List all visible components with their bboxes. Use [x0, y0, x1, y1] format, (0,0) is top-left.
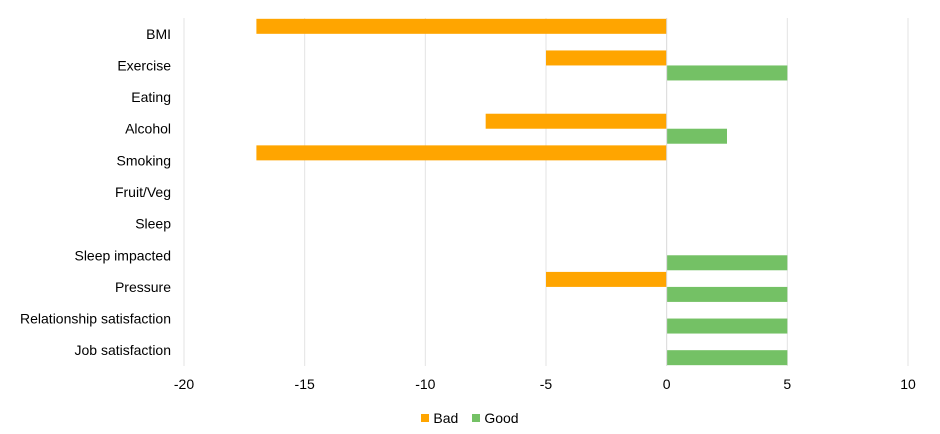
x-tick-label: 0 [663, 376, 671, 392]
category-label: BMI [146, 26, 171, 42]
category-label: Sleep [135, 216, 171, 232]
category-label: Pressure [115, 279, 171, 295]
category-label: Relationship satisfaction [20, 311, 171, 327]
bar-good-exercise [666, 65, 788, 81]
category-label: Fruit/Veg [115, 184, 171, 200]
category-label: Exercise [117, 57, 171, 73]
x-tick-label: -10 [415, 376, 435, 392]
category-label: Sleep impacted [74, 247, 171, 263]
bar-good-sleep-impacted [666, 255, 788, 271]
bar-good-job-satisfaction [666, 350, 788, 366]
x-tick-label: 5 [783, 376, 791, 392]
legend-label-good: Good [484, 410, 519, 426]
category-label: Job satisfaction [75, 342, 172, 358]
bar-bad-bmi [256, 18, 667, 34]
bar-bad-smoking [256, 145, 667, 161]
bar-bad-pressure [546, 271, 667, 287]
bar-good-alcohol [666, 128, 727, 144]
bar-bad-exercise [546, 50, 667, 66]
category-label: Smoking [117, 152, 171, 168]
legend-item-good: Good [472, 410, 519, 426]
x-tick-label: 10 [900, 376, 916, 392]
bar-good-pressure [666, 286, 788, 302]
x-tick-label: -15 [295, 376, 315, 392]
bar-bad-alcohol [485, 113, 667, 129]
legend-label-bad: Bad [433, 410, 459, 426]
legend-item-bad: Bad [421, 410, 458, 426]
category-label: Alcohol [125, 121, 171, 137]
legend: Bad Good [0, 410, 940, 426]
x-tick-label: -20 [174, 376, 194, 392]
x-tick-label: -5 [540, 376, 553, 392]
legend-swatch-bad [421, 414, 430, 422]
bar-good-relationship-satisfaction [666, 318, 788, 334]
category-label: Eating [131, 89, 171, 105]
legend-swatch-good [472, 414, 481, 422]
